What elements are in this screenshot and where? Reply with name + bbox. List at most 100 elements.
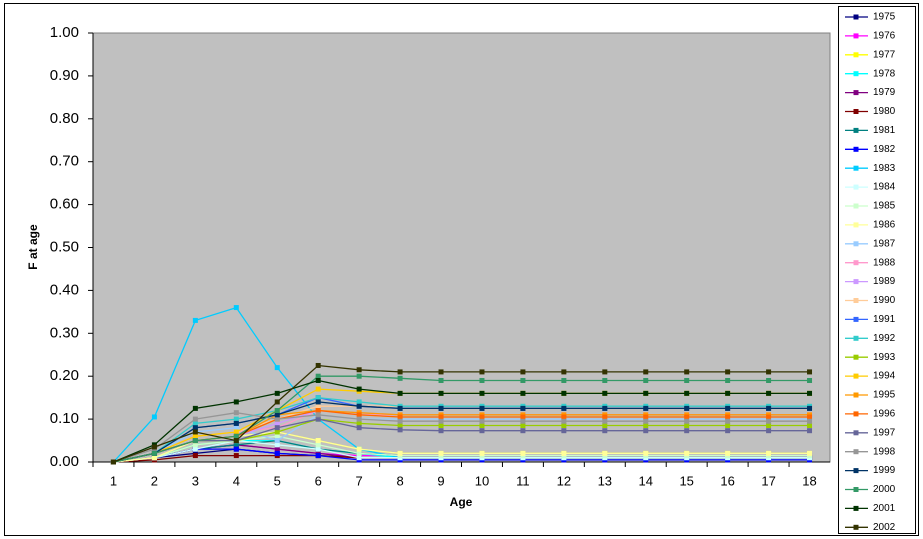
point-marker (766, 390, 772, 396)
legend-marker (853, 109, 859, 114)
x-tick-label: 10 (475, 473, 489, 488)
legend-box (838, 6, 916, 534)
legend-label: 1998 (873, 446, 896, 457)
point-marker (684, 450, 690, 456)
point-marker (520, 369, 526, 375)
point-marker (192, 433, 198, 439)
point-marker (233, 442, 239, 448)
point-marker (479, 414, 485, 420)
legend-marker (853, 430, 859, 436)
point-marker (602, 369, 608, 375)
point-marker (233, 420, 239, 426)
legend-label: 1978 (873, 68, 896, 79)
point-marker (356, 446, 362, 452)
point-marker (274, 412, 280, 418)
series-line (113, 364, 810, 463)
point-marker (356, 425, 362, 431)
point-marker (766, 428, 772, 434)
point-marker (315, 373, 321, 379)
point-marker (356, 412, 362, 418)
point-marker (315, 453, 321, 459)
point-marker (192, 438, 198, 444)
legend-label: 1993 (873, 352, 896, 363)
y-tick-label: 0.70 (50, 153, 79, 170)
x-tick-label: 17 (761, 473, 775, 488)
point-marker (356, 367, 362, 373)
legend-marker (853, 354, 859, 360)
legend-label: 1989 (873, 276, 896, 287)
legend-marker (853, 298, 859, 303)
point-marker (192, 405, 198, 411)
y-tick-label: 0.40 (50, 281, 79, 298)
point-marker (233, 399, 239, 405)
point-marker (192, 425, 198, 431)
point-marker (602, 428, 608, 434)
point-marker (807, 390, 813, 396)
point-marker (192, 446, 198, 452)
point-marker (274, 442, 280, 448)
point-marker (602, 418, 608, 424)
point-marker (192, 420, 198, 426)
point-marker (684, 390, 690, 396)
point-marker (561, 450, 567, 456)
point-marker (479, 418, 485, 424)
point-marker (807, 418, 813, 424)
point-marker (397, 414, 403, 420)
point-marker (438, 450, 444, 456)
point-marker (479, 423, 485, 429)
point-marker (315, 412, 321, 418)
y-tick-label: 0.10 (50, 410, 79, 427)
x-tick-label: 2 (151, 473, 158, 488)
point-marker (520, 428, 526, 434)
point-marker (766, 369, 772, 375)
point-marker (274, 450, 280, 456)
point-marker (274, 399, 280, 405)
point-marker (807, 428, 813, 434)
point-marker (315, 377, 321, 383)
point-marker (438, 390, 444, 396)
y-tick-label: 0.20 (50, 367, 79, 384)
y-tick-label: 0.00 (50, 453, 79, 470)
legend-marker (853, 449, 859, 455)
series-line (113, 396, 810, 463)
legend-marker (853, 222, 859, 228)
point-marker (315, 416, 321, 422)
point-marker (151, 455, 157, 461)
series-line (113, 414, 810, 463)
point-marker (807, 450, 813, 456)
x-tick-label: 12 (557, 473, 571, 488)
point-marker (602, 405, 608, 411)
legend-label: 1986 (873, 220, 896, 231)
legend-marker (853, 14, 859, 20)
point-marker (520, 405, 526, 411)
point-marker (151, 450, 157, 456)
legend-marker (853, 316, 859, 322)
point-marker (356, 399, 362, 405)
legend-marker (853, 71, 859, 77)
legend-marker (853, 127, 859, 133)
point-marker (274, 433, 280, 439)
point-marker (438, 428, 444, 434)
point-marker (315, 438, 321, 444)
point-marker (274, 438, 280, 444)
x-tick-label: 14 (639, 473, 653, 488)
point-marker (274, 416, 280, 422)
point-marker (725, 428, 731, 434)
series-line (113, 448, 810, 463)
x-tick-label: 8 (396, 473, 403, 488)
legend-marker (853, 468, 859, 474)
point-marker (643, 414, 649, 420)
x-tick-label: 15 (679, 473, 693, 488)
point-marker (479, 428, 485, 434)
point-marker (233, 453, 239, 459)
legend-label: 1992 (873, 333, 896, 344)
legend-label: 1982 (873, 144, 896, 155)
point-marker (274, 425, 280, 431)
point-marker (684, 414, 690, 420)
point-marker (192, 442, 198, 448)
point-marker (397, 390, 403, 396)
point-marker (315, 442, 321, 448)
legend-marker (853, 392, 859, 398)
legend-label: 1995 (873, 390, 896, 401)
